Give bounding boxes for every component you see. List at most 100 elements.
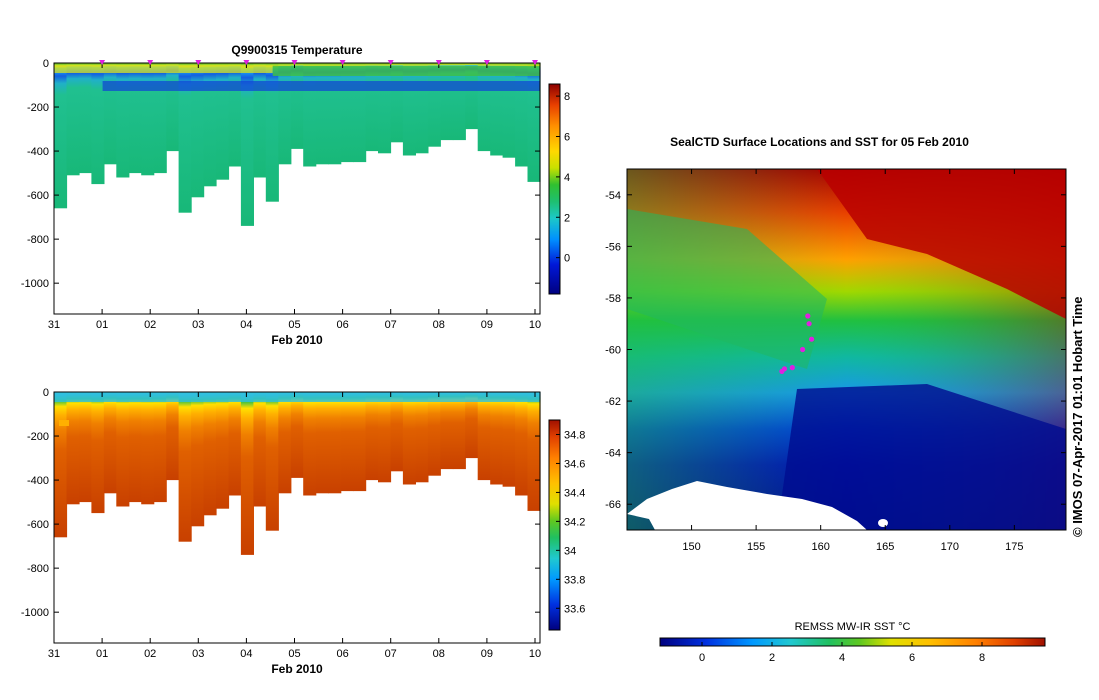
x-tick-label: 06 xyxy=(336,319,348,331)
profile-column xyxy=(402,63,416,156)
x-tick-label: 08 xyxy=(433,319,445,331)
profile-column xyxy=(353,392,367,492)
y-tick-label: -58 xyxy=(605,293,621,305)
profile-column xyxy=(78,392,92,503)
y-tick-label: -54 xyxy=(605,190,621,202)
profile-column xyxy=(228,63,242,167)
colorbar-tick-label: 34.2 xyxy=(564,516,585,528)
profile-column xyxy=(353,63,367,163)
x-tick-label: 165 xyxy=(876,541,894,553)
y-tick-label: -800 xyxy=(27,563,49,575)
colorbar-tick-label: 0 xyxy=(699,652,705,664)
profile-column xyxy=(340,63,354,163)
profile-column xyxy=(253,392,267,507)
colorbar-tick-label: 34.4 xyxy=(564,487,585,499)
profile-column xyxy=(66,63,80,176)
sst-map-plot: -54 -56 -58 -60 -62 -64 -66 150 155 160 165 170 175 S… xyxy=(605,135,1067,664)
profile-column xyxy=(240,63,254,226)
profile-column xyxy=(240,392,254,555)
y-tick-label: -400 xyxy=(27,146,49,158)
colorbar-tick-label: 6 xyxy=(909,652,915,664)
colorbar xyxy=(548,419,561,631)
profile-column xyxy=(265,392,279,531)
profile-column xyxy=(265,63,279,202)
antarctic-coastline xyxy=(627,481,867,530)
y-tick-label: -600 xyxy=(27,190,49,202)
profile-marker xyxy=(339,60,346,65)
profile-column xyxy=(54,392,68,538)
profile-column xyxy=(278,392,292,494)
profile-column xyxy=(91,392,105,514)
y-tick-label: -1000 xyxy=(21,607,49,619)
profile-column xyxy=(378,392,392,483)
profile-column xyxy=(303,63,317,167)
x-tick-label: 31 xyxy=(48,319,60,331)
profile-marker xyxy=(99,60,106,65)
y-tick-label: -200 xyxy=(27,102,49,114)
profile-column xyxy=(315,63,329,165)
profile-column xyxy=(253,63,267,178)
profile-column xyxy=(427,392,441,476)
profile-column xyxy=(191,392,205,527)
profile-column xyxy=(54,63,68,209)
colorbar-tick-label: 33.6 xyxy=(564,603,585,615)
x-tick-label: 31 xyxy=(48,648,60,660)
sst-mid-region xyxy=(627,209,827,369)
profile-column xyxy=(415,63,429,154)
seal-surface-location xyxy=(800,346,806,353)
profile-column xyxy=(390,392,404,472)
profile-column xyxy=(203,63,217,187)
profile-column xyxy=(440,392,454,470)
profile-column xyxy=(452,392,466,470)
coastal-island xyxy=(878,519,888,527)
profile-column xyxy=(365,392,379,481)
profile-column xyxy=(91,63,105,185)
profile-column xyxy=(278,63,292,165)
x-tick-label: 175 xyxy=(1005,541,1023,553)
profile-column xyxy=(178,392,192,542)
x-tick-label: 07 xyxy=(385,648,397,660)
profile-column xyxy=(116,63,130,178)
x-tick-label: 08 xyxy=(433,648,445,660)
profile-column xyxy=(203,392,217,516)
x-axis-label: Feb 2010 xyxy=(271,662,323,676)
profile-column xyxy=(141,392,155,505)
y-tick-label: 0 xyxy=(43,58,49,70)
seal-surface-location xyxy=(789,365,795,371)
seal-surface-location xyxy=(809,336,815,342)
sst-warm-region xyxy=(817,169,1066,319)
profile-column xyxy=(465,392,479,459)
profile-column xyxy=(191,63,205,198)
salinity-section-plot: 0 -200 -400 -600 -800 -1000 31 01 02 03 04 05 06 07 08… xyxy=(21,387,586,676)
profile-column xyxy=(502,63,516,158)
x-tick-label: 01 xyxy=(96,648,108,660)
surface-green-band xyxy=(272,66,540,76)
profile-column xyxy=(166,63,180,152)
profile-column xyxy=(477,392,491,481)
profile-column xyxy=(128,392,142,503)
profile-column xyxy=(78,63,92,174)
plot-frame xyxy=(53,62,541,315)
plot-frame xyxy=(53,391,541,644)
profile-marker xyxy=(147,60,154,65)
x-tick-label: 01 xyxy=(96,319,108,331)
map-title: SealCTD Surface Locations and SST for 05… xyxy=(670,135,969,149)
profile-column xyxy=(402,392,416,485)
profile-column xyxy=(378,63,392,154)
profile-marker xyxy=(435,60,442,65)
sst-field xyxy=(627,169,1066,530)
surface-warm-band xyxy=(54,65,273,73)
colorbar-tick-label: 33.8 xyxy=(564,574,585,586)
salinity-patch xyxy=(59,420,69,426)
x-tick-label: 03 xyxy=(192,319,204,331)
seal-surface-location xyxy=(781,366,788,372)
profile-column xyxy=(290,392,304,478)
y-tick-label: -400 xyxy=(27,475,49,487)
x-tick-label: 07 xyxy=(385,319,397,331)
y-tick-label: -64 xyxy=(605,448,621,460)
colorbar-tick-label: 6 xyxy=(564,132,570,144)
profile-column xyxy=(166,392,180,481)
colorbar-tick-label: 0 xyxy=(564,253,570,265)
